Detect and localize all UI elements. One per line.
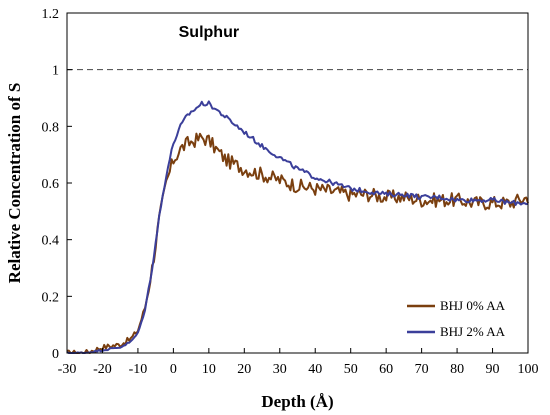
x-tick-label: 40 — [308, 362, 322, 377]
x-tick-label: 70 — [415, 362, 429, 377]
x-axis-title: Depth (Å) — [261, 392, 333, 411]
x-tick-label: 20 — [237, 362, 251, 377]
legend-label: BHJ 0% AA — [440, 298, 506, 313]
y-tick-label: 0 — [52, 347, 59, 362]
x-tick-label: 30 — [273, 362, 287, 377]
x-tick-label: -10 — [129, 362, 148, 377]
y-tick-label: 0.2 — [42, 290, 60, 305]
series-line-2 — [66, 100, 529, 354]
x-tick-label: 50 — [344, 362, 358, 377]
chart-title: Sulphur — [179, 24, 239, 41]
x-tick-label: 10 — [202, 362, 216, 377]
x-tick-label: 100 — [518, 362, 539, 377]
x-tick-label: -30 — [58, 362, 77, 377]
y-tick-label: 1.2 — [42, 7, 60, 22]
legend: BHJ 0% AA BHJ 2% AA — [407, 298, 506, 339]
x-tick-label: -20 — [93, 362, 112, 377]
x-tick-label: 80 — [450, 362, 464, 377]
axes: 0 0.2 0.4 0.6 0.8 1 1.2 -30 -20 -10 0 10 20 30 40 50 60 7… — [42, 7, 539, 377]
x-tick-label: 90 — [486, 362, 500, 377]
y-tick-label: 0.8 — [42, 120, 60, 135]
x-tick-label: 0 — [170, 362, 177, 377]
y-axis-title: Relative Concentration of S — [5, 83, 24, 284]
plot-area — [66, 69, 529, 354]
y-tick-label: 0.6 — [42, 177, 60, 192]
y-tick-label: 1 — [52, 64, 59, 79]
series-line-1 — [66, 132, 529, 354]
y-tick-label: 0.4 — [42, 234, 60, 249]
x-tick-label: 60 — [379, 362, 393, 377]
legend-label: BHJ 2% AA — [440, 324, 506, 339]
